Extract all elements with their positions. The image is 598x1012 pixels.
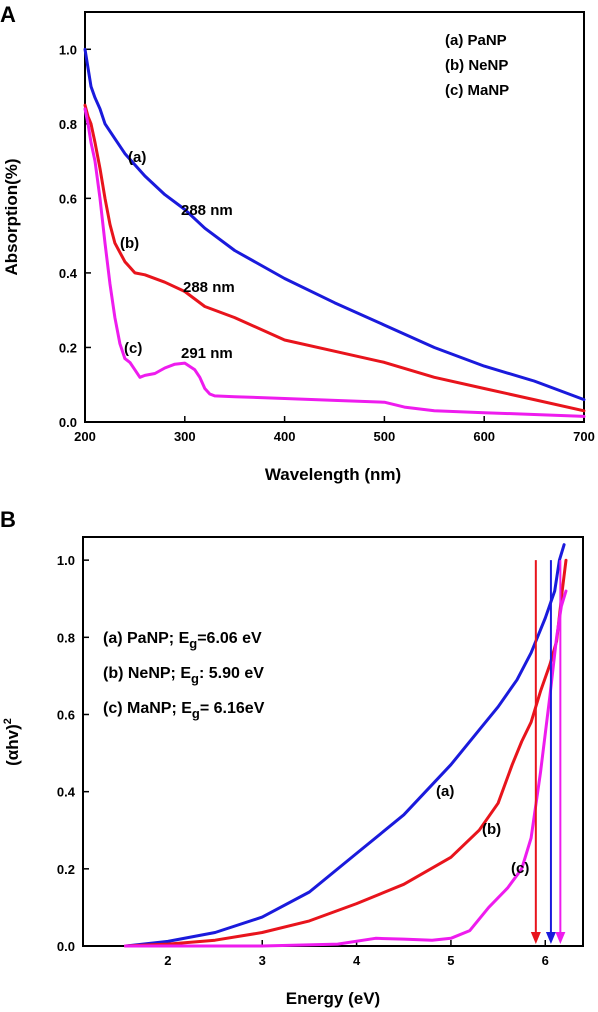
panel-b-x-axis-title: Energy (eV) (286, 989, 380, 1008)
y-tick-label: 0.6 (57, 707, 75, 722)
panel-a-label-a: (a) (128, 149, 146, 166)
panel-a-chart: 200 300 400 500 600 700 0.0 0.2 0.4 0.6 0.8 1.0 (a)… (59, 11, 595, 444)
x-tick-label: 5 (447, 953, 454, 968)
series-line-b (83, 103, 586, 413)
x-tick-label: 6 (542, 953, 549, 968)
x-tick-label: 3 (259, 953, 266, 968)
x-tick-label: 4 (353, 953, 361, 968)
panel-b-chart: 2 3 4 5 6 0.0 0.2 0.4 0.6 0.8 1.0 (a) PaNP; Eg=6.0… (57, 536, 584, 968)
panel-a-peak-b: 288 nm (183, 279, 235, 296)
panel-a-ticks: 200 300 400 500 600 700 0.0 0.2 0.4 0.6 0.8 1.0 (59, 42, 595, 444)
series-line-c (83, 107, 586, 418)
panel-b-y-axis-title: (αhv)2 (2, 718, 22, 766)
panel-a-series (83, 47, 586, 418)
series-line-b (124, 558, 568, 948)
panel-a-y-axis-title: Absorption(%) (2, 158, 21, 275)
y-tick-label: 1.0 (57, 553, 75, 568)
band-gap-arrow-head (555, 932, 566, 944)
x-tick-label: 700 (573, 429, 595, 444)
panel-a-peak-a: 288 nm (181, 202, 233, 219)
panel-b-letter: B (0, 507, 16, 532)
panel-a-label-c: (c) (124, 340, 142, 357)
y-tick-label: 0.8 (59, 117, 77, 132)
y-tick-label: 0.4 (57, 785, 76, 800)
y-tick-label: 0.8 (57, 630, 75, 645)
panel-a-x-axis-title: Wavelength (nm) (265, 465, 401, 484)
band-gap-arrow-head (545, 932, 556, 944)
band-gap-arrow-head (530, 932, 541, 944)
panel-b-legend-c: (c) MaNP; Eg= 6.16eV (103, 700, 265, 721)
panel-b-legend-a: (a) PaNP; Eg=6.06 eV (103, 630, 262, 651)
x-tick-label: 500 (374, 429, 396, 444)
y-tick-label: 0.2 (57, 862, 75, 877)
panel-b-plot-frame (82, 536, 584, 947)
panel-a-legend-b: (b) NeNP (445, 57, 508, 74)
y-tick-label: 0.2 (59, 340, 77, 355)
panel-a-letter: A (0, 2, 16, 27)
panel-b-legend-b: (b) NeNP; Eg: 5.90 eV (103, 665, 264, 686)
series-line-a (83, 47, 586, 402)
x-tick-label: 300 (174, 429, 196, 444)
panel-b-label-a: (a) (436, 783, 454, 800)
panel-a-plot-frame (84, 11, 585, 423)
panel-a-legend-a: (a) PaNP (445, 32, 507, 49)
series-line-c (124, 589, 568, 948)
panel-a-legend-c: (c) MaNP (445, 82, 509, 99)
panel-a-peak-c: 291 nm (181, 345, 233, 362)
y-tick-label: 0.6 (59, 191, 77, 206)
y-tick-label: 0.4 (59, 266, 78, 281)
x-tick-label: 400 (274, 429, 296, 444)
x-tick-label: 2 (164, 953, 171, 968)
panel-b-label-b: (b) (482, 821, 501, 838)
series-line-a (124, 543, 566, 948)
panel-b-ticks: 2 3 4 5 6 0.0 0.2 0.4 0.6 0.8 1.0 (57, 553, 549, 968)
y-tick-label: 0.0 (59, 415, 77, 430)
y-tick-label: 1.0 (59, 42, 77, 57)
y-tick-label: 0.0 (57, 939, 75, 954)
panel-a-label-b: (b) (120, 235, 139, 252)
x-tick-label: 200 (74, 429, 96, 444)
panel-b-series (124, 543, 568, 948)
x-tick-label: 600 (473, 429, 495, 444)
panel-b-label-c: (c) (511, 860, 529, 877)
